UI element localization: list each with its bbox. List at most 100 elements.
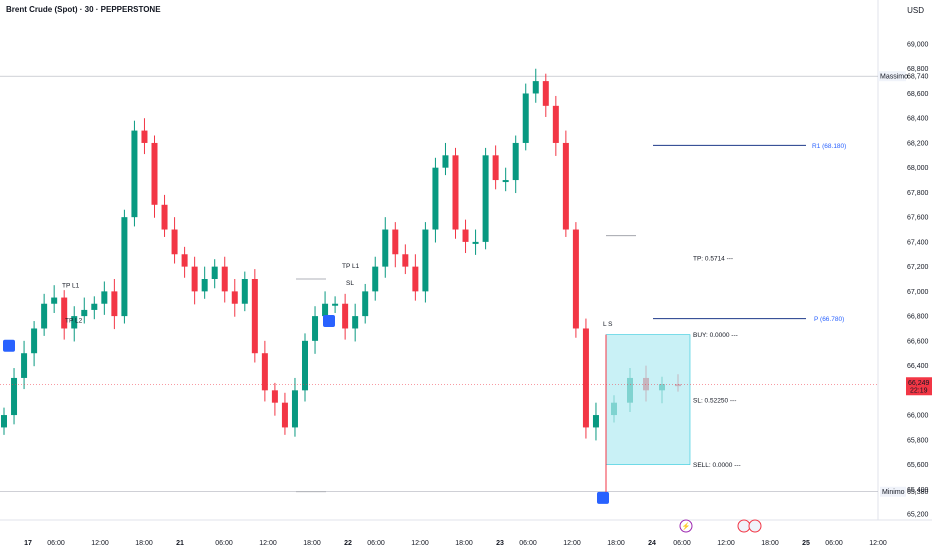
max-label-bg (878, 71, 906, 82)
candle-body[interactable] (61, 297, 68, 329)
price-tick-label: 65,800 (907, 437, 929, 444)
candle-body[interactable] (41, 303, 48, 329)
price-tick-label: 67,600 (907, 215, 929, 222)
candle-body[interactable] (141, 130, 148, 143)
tp-l1-label: TP L1 (62, 283, 80, 290)
candle-body[interactable] (472, 241, 479, 244)
buy-label: BUY: 0.0000 --- (693, 332, 738, 339)
candle-body[interactable] (302, 340, 308, 391)
candle-body[interactable] (462, 229, 469, 242)
currency-label[interactable]: USD (907, 6, 924, 15)
lightning-icon[interactable] (679, 519, 693, 533)
candle-body[interactable] (372, 266, 379, 292)
candle-body[interactable] (111, 291, 118, 317)
time-axis-label: 06:00 (47, 540, 65, 547)
candle-body[interactable] (181, 254, 188, 267)
pivot-label: P (66.780) (814, 316, 844, 323)
time-axis-label: 21 (176, 540, 184, 547)
price-tick-label: 66,800 (907, 314, 929, 321)
candle-body[interactable] (91, 303, 98, 310)
tp-l1-label-2: TP L1 (342, 263, 360, 270)
candle-body[interactable] (482, 155, 489, 242)
candle-body[interactable] (171, 229, 178, 255)
candle-body[interactable] (522, 93, 529, 143)
time-axis-label: 24 (648, 540, 656, 547)
candle-body[interactable] (231, 291, 238, 304)
candle-body[interactable] (512, 142, 519, 181)
candle-body[interactable] (71, 316, 78, 329)
price-tick-label: 67,200 (907, 264, 929, 271)
candle-body[interactable] (281, 402, 288, 428)
candle-body[interactable] (442, 155, 449, 168)
price-tick-label: 67,800 (907, 190, 929, 197)
candle-body[interactable] (312, 316, 319, 341)
candle-body[interactable] (412, 266, 419, 292)
candle-body[interactable] (382, 229, 389, 267)
candle-body[interactable] (211, 266, 218, 279)
candle-body[interactable] (592, 415, 599, 428)
candle-body[interactable] (11, 377, 18, 416)
candle-body[interactable] (271, 390, 278, 403)
candle-body[interactable] (342, 303, 349, 329)
candle-body[interactable] (542, 81, 549, 106)
candle-body[interactable] (81, 309, 88, 317)
candle-body[interactable] (492, 155, 499, 181)
candle-body[interactable] (51, 297, 58, 304)
time-axis-label: 12:00 (259, 540, 277, 547)
candle-body[interactable] (532, 81, 539, 94)
time-axis-label: 17 (24, 540, 32, 547)
tp-label: TP: 0.5714 --- (693, 255, 733, 262)
signal-marker[interactable] (3, 339, 15, 352)
candle-body[interactable] (261, 353, 268, 391)
candle-body[interactable] (392, 229, 399, 255)
candle-body[interactable] (402, 254, 409, 267)
time-axis-label: 18:00 (135, 540, 153, 547)
time-axis-label: 06:00 (519, 540, 537, 547)
candle-body[interactable] (1, 415, 7, 428)
time-axis-label: 12:00 (717, 540, 735, 547)
signal-marker[interactable] (597, 491, 609, 504)
candle-body[interactable] (502, 180, 509, 183)
candle-body[interactable] (422, 229, 429, 292)
candle-body[interactable] (352, 316, 359, 329)
candle-body[interactable] (322, 303, 329, 317)
ls-label: L S (603, 321, 613, 328)
candle-body[interactable] (291, 390, 298, 428)
time-axis-label: 18:00 (761, 540, 779, 547)
price-tick-label: 67,400 (907, 239, 929, 246)
time-axis-label: 12:00 (869, 540, 887, 547)
sl-label: SL: 0.52250 --- (693, 398, 736, 405)
candle-body[interactable] (562, 142, 569, 230)
candle-body[interactable] (201, 279, 208, 292)
price-tick-label: 67,000 (907, 289, 929, 296)
candle-body[interactable] (572, 229, 579, 329)
price-tick-label: 66,400 (907, 363, 929, 370)
candle-body[interactable] (101, 291, 108, 304)
candle-body[interactable] (362, 291, 369, 317)
candle-body[interactable] (31, 328, 38, 354)
us-flag-icon[interactable] (737, 519, 751, 533)
candle-body[interactable] (552, 105, 559, 143)
candle-body[interactable] (452, 155, 459, 230)
candle-body[interactable] (191, 266, 198, 292)
signal-marker[interactable] (323, 315, 335, 328)
us-flag-icon[interactable] (748, 519, 762, 533)
candle-body[interactable] (582, 328, 589, 428)
candle-body[interactable] (131, 130, 138, 218)
candle-body[interactable] (161, 204, 168, 230)
candle-body[interactable] (121, 217, 128, 317)
last-price-badge (906, 377, 932, 396)
position-zone[interactable] (605, 334, 691, 465)
candle-body[interactable] (221, 266, 228, 292)
sell-label: SELL: 0.0000 --- (693, 462, 741, 469)
candle-body[interactable] (432, 167, 439, 230)
candle-body[interactable] (241, 279, 248, 304)
candle-body[interactable] (332, 303, 339, 306)
candle-body[interactable] (251, 279, 258, 354)
candle-body[interactable] (151, 142, 158, 205)
time-axis-label: 06:00 (825, 540, 843, 547)
candle-body[interactable] (21, 353, 28, 378)
price-tick-label: 68,400 (907, 116, 929, 123)
